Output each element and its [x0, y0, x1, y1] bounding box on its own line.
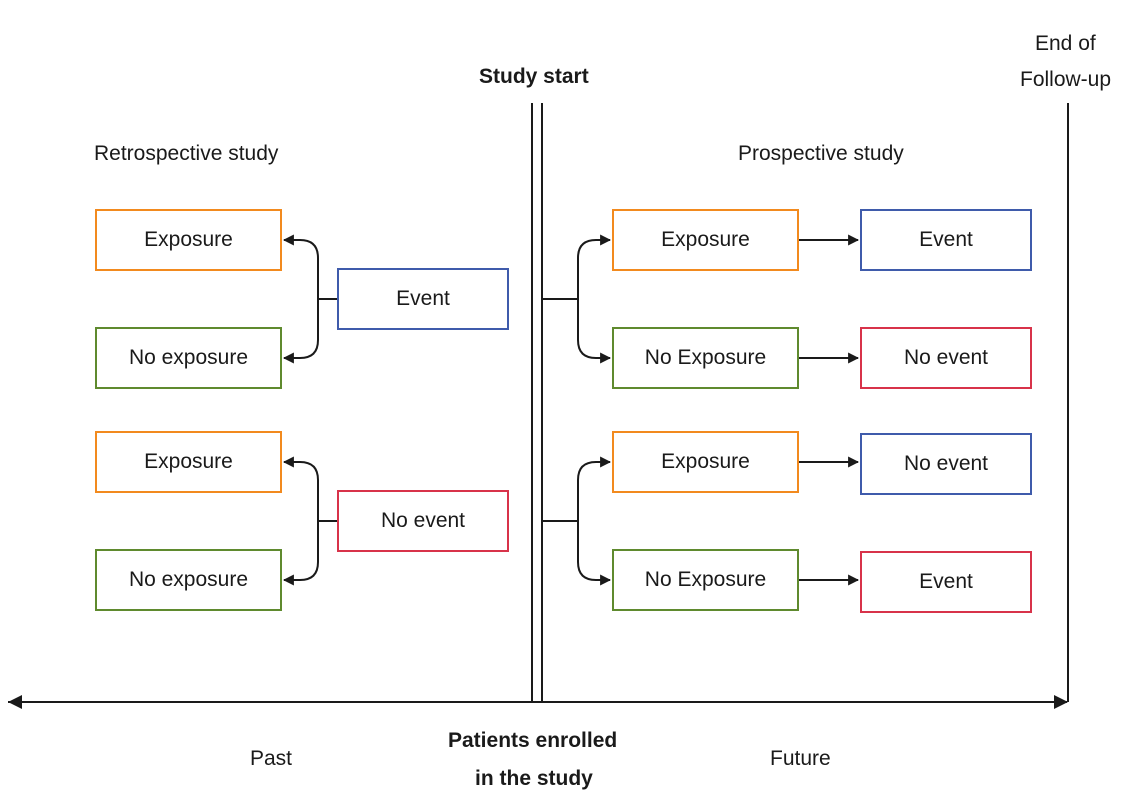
- pro2-no-exposure-box: No Exposure: [612, 549, 799, 611]
- retro1-no-exposure-box: No exposure: [95, 327, 282, 389]
- pro1-exposure-box: Exposure: [612, 209, 799, 271]
- pro2-exposure-box: Exposure: [612, 431, 799, 493]
- future-label: Future: [770, 747, 831, 770]
- end-of-followup-label-line1: End of: [1035, 32, 1096, 55]
- retro1-exposure-box: Exposure: [95, 209, 282, 271]
- retro1-outcome-box: Event: [337, 268, 509, 330]
- pro2-arrow-up: [577, 456, 612, 521]
- pro2-no-exposure-outcome-box: Event: [860, 551, 1032, 613]
- retro2-exposure-box: Exposure: [95, 431, 282, 493]
- pro1-arrow-down: [577, 299, 612, 364]
- pro1-no-exposure-box: No Exposure: [612, 327, 799, 389]
- pro1-no-exposure-outcome-box: No event: [860, 327, 1032, 389]
- patients-enrolled-label-line2: in the study: [475, 767, 593, 790]
- timeline-right-arrowhead: [1054, 695, 1068, 709]
- timeline-left-arrowhead: [8, 695, 22, 709]
- retro2-outcome-box: No event: [337, 490, 509, 552]
- retrospective-study-label: Retrospective study: [94, 142, 279, 165]
- past-label: Past: [250, 747, 293, 770]
- retro2-no-exposure-box: No exposure: [95, 549, 282, 611]
- retro1-arrow-down: [282, 299, 319, 364]
- retro1-arrow-up: [282, 234, 319, 299]
- end-of-followup-label-line2: Follow-up: [1020, 68, 1112, 91]
- pro2-arrow-down: [577, 521, 612, 586]
- pro1-arrow-up: [577, 234, 612, 299]
- pro1-exposure-outcome-box: Event: [860, 209, 1032, 271]
- prospective-study-label: Prospective study: [738, 142, 904, 165]
- study-start-label: Study start: [479, 65, 589, 88]
- patients-enrolled-label-line1: Patients enrolled: [448, 729, 618, 752]
- pro2-exposure-outcome-box: No event: [860, 433, 1032, 495]
- retro2-arrow-up: [282, 456, 319, 521]
- retro2-arrow-down: [282, 521, 319, 586]
